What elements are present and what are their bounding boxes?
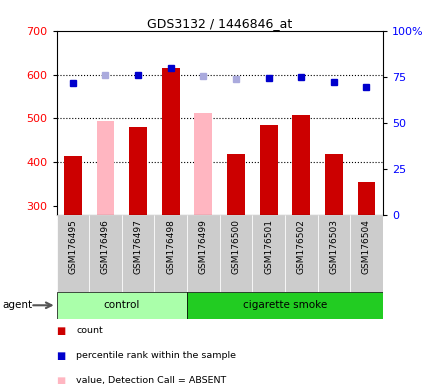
Bar — [154, 215, 187, 292]
Bar — [227, 154, 244, 215]
Text: GSM176502: GSM176502 — [296, 219, 305, 274]
Bar — [349, 215, 382, 292]
Bar — [96, 121, 114, 215]
Text: cigarette smoke: cigarette smoke — [242, 300, 326, 310]
Text: GSM176499: GSM176499 — [198, 219, 207, 274]
Title: GDS3132 / 1446846_at: GDS3132 / 1446846_at — [147, 17, 292, 30]
Text: GSM176500: GSM176500 — [231, 219, 240, 274]
Bar — [324, 154, 342, 215]
Bar — [317, 215, 349, 292]
Text: value, Detection Call = ABSENT: value, Detection Call = ABSENT — [76, 376, 226, 384]
Bar — [56, 292, 187, 319]
Bar — [89, 215, 122, 292]
Text: control: control — [103, 300, 140, 310]
Bar — [357, 182, 375, 215]
Text: GSM176504: GSM176504 — [361, 219, 370, 274]
Bar — [187, 292, 382, 319]
Bar — [292, 115, 309, 215]
Bar — [161, 68, 179, 215]
Text: GSM176498: GSM176498 — [166, 219, 175, 274]
Bar — [219, 215, 252, 292]
Text: percentile rank within the sample: percentile rank within the sample — [76, 351, 236, 360]
Bar — [194, 113, 212, 215]
Text: count: count — [76, 326, 102, 335]
Bar — [252, 215, 284, 292]
Text: GSM176501: GSM176501 — [263, 219, 273, 274]
Bar — [259, 125, 277, 215]
Bar — [64, 156, 82, 215]
Text: ■: ■ — [56, 326, 66, 336]
Bar — [187, 215, 219, 292]
Text: GSM176495: GSM176495 — [68, 219, 77, 274]
Text: agent: agent — [2, 300, 32, 310]
Text: ■: ■ — [56, 376, 66, 384]
Bar — [129, 127, 147, 215]
Bar — [284, 215, 317, 292]
Bar — [122, 215, 154, 292]
Text: ■: ■ — [56, 351, 66, 361]
Text: GSM176503: GSM176503 — [329, 219, 338, 274]
Text: GSM176496: GSM176496 — [101, 219, 110, 274]
Bar — [56, 215, 89, 292]
Text: GSM176497: GSM176497 — [133, 219, 142, 274]
